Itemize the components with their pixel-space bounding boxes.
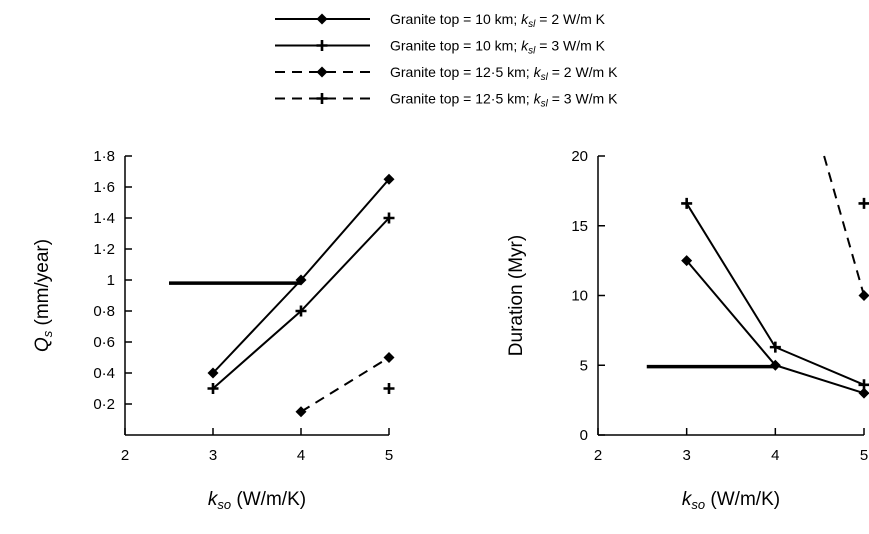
data-point-s2-0 [858,290,869,301]
legend-marker-2 [316,66,328,78]
y-tick-label: 1·2 [93,241,115,258]
legend-label-0: Granite top = 10 km; ksl = 2 W/m K [390,11,606,30]
data-point-s3-0 [858,197,869,209]
y-axis-title: Qs (mm/year) [32,239,55,352]
data-point-s1-0 [207,383,219,394]
y-tick-label: 0 [580,427,588,444]
legend-label-1: Granite top = 10 km; ksl = 3 W/m K [390,38,606,57]
chart-left-qs: 2 3 4 5 0·2 0·4 0·6 0·8 1 1·2 1·4 1·6 1·8 kso (W/m/K)… [32,148,395,512]
data-point-s0-1 [769,359,781,371]
data-point-s2-1 [383,352,395,363]
y-tick-label: 1·4 [93,210,115,227]
chart-right-duration: 2 3 4 5 0 5 10 15 20 kso (W/m/K) Duration (Myr) [506,148,869,512]
legend-marker-0 [316,13,328,25]
y-axis-title: Duration (Myr) [506,235,527,356]
x-tick-label: 3 [209,447,217,464]
data-point-s0-2 [383,173,395,185]
x-tick-label: 5 [860,447,868,464]
legend-label-2: Granite top = 12·5 km; ksl = 2 W/m K [390,64,618,83]
y-tick-label: 0·8 [93,303,115,320]
y-tick-label: 1·6 [93,179,115,196]
x-tick-label: 2 [594,447,602,464]
data-point-s0-1 [295,274,307,286]
series-line-1 [212,217,390,390]
x-tick-label: 3 [682,447,690,464]
series-line-2 [823,155,865,296]
x-axis-title: kso (W/m/K) [208,489,306,512]
data-point-s2-0 [295,406,307,418]
x-tick-label: 4 [297,447,305,464]
x-tick-label: 2 [121,447,129,464]
y-tick-label: 5 [580,357,588,374]
y-tick-label: 0·6 [93,334,115,351]
series-line-2 [300,356,390,413]
y-tick-label: 15 [571,218,588,235]
y-tick-label: 0·2 [93,396,115,413]
y-tick-label: 1 [107,272,115,289]
y-tick-label: 0·4 [93,365,115,382]
data-point-s1-2 [858,379,869,391]
x-tick-label: 4 [771,447,779,464]
y-tick-label: 1·8 [93,148,115,165]
data-point-s1-0 [681,197,693,209]
y-tick-label: 20 [571,148,588,165]
y-tick-label: 10 [571,288,588,305]
data-point-s1-2 [383,212,395,224]
data-point-s0-0 [681,255,693,267]
data-point-s0-2 [858,387,869,399]
x-tick-label: 5 [385,447,393,464]
series-line-1 [685,202,865,386]
data-point-s1-1 [295,305,307,317]
data-point-s0-0 [207,367,219,379]
x-axis-title: kso (W/m/K) [682,489,780,512]
data-point-s1-1 [769,341,781,353]
legend-label-3: Granite top = 12·5 km; ksl = 3 W/m K [390,91,618,110]
data-point-s3-0 [383,383,395,394]
legend-marker-1 [316,40,328,51]
legend-marker-3 [316,93,328,104]
legend: Granite top = 10 km; ksl = 2 W/m K Granit… [275,11,618,110]
